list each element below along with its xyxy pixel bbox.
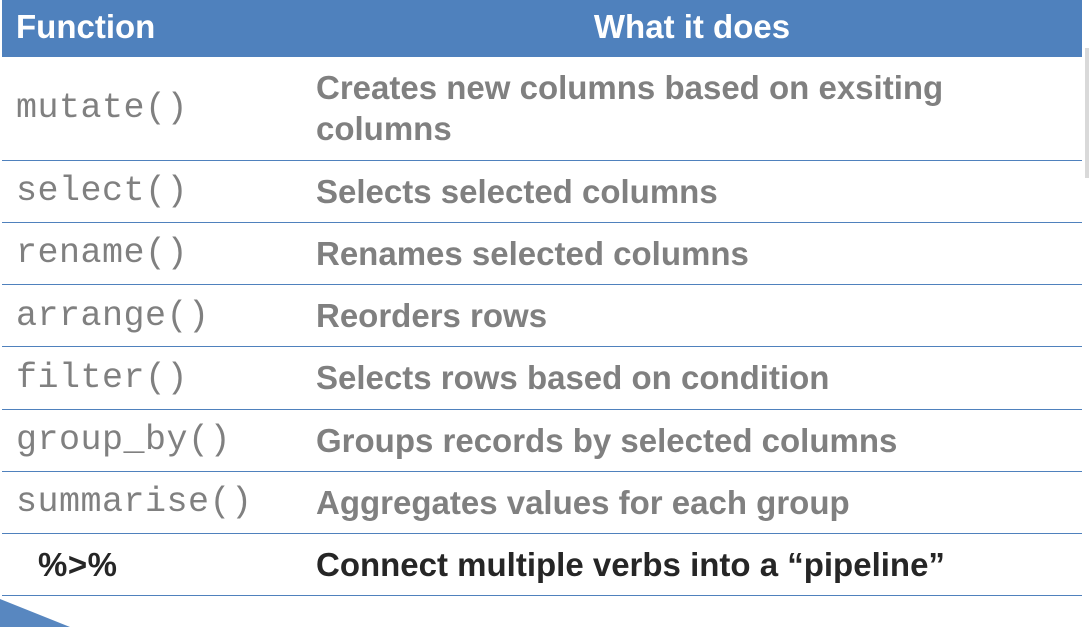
table-row: summarise() Aggregates values for each g… <box>2 471 1082 533</box>
function-desc: Creates new columns based on exsiting co… <box>302 57 1082 161</box>
function-name: mutate() <box>2 57 302 161</box>
function-name: rename() <box>2 222 302 284</box>
slide-container: Function What it does mutate() Creates n… <box>0 0 1089 627</box>
table-row: filter() Selects rows based on condition <box>2 347 1082 409</box>
functions-table: Function What it does mutate() Creates n… <box>2 0 1082 596</box>
function-desc: Selects selected columns <box>302 160 1082 222</box>
function-desc: Selects rows based on condition <box>302 347 1082 409</box>
table-header-row: Function What it does <box>2 0 1082 57</box>
table-row: mutate() Creates new columns based on ex… <box>2 57 1082 161</box>
function-desc: Aggregates values for each group <box>302 471 1082 533</box>
table-row: group_by() Groups records by selected co… <box>2 409 1082 471</box>
pipe-desc: Connect multiple verbs into a “pipeline” <box>302 534 1082 596</box>
right-edge-shadow <box>1085 48 1089 178</box>
function-name: group_by() <box>2 409 302 471</box>
table-row: arrange() Reorders rows <box>2 285 1082 347</box>
function-name: summarise() <box>2 471 302 533</box>
header-function: Function <box>2 0 302 57</box>
function-name: arrange() <box>2 285 302 347</box>
table-row-pipe: %>% Connect multiple verbs into a “pipel… <box>2 534 1082 596</box>
pipe-operator: %>% <box>2 534 302 596</box>
function-name: filter() <box>2 347 302 409</box>
header-description: What it does <box>302 0 1082 57</box>
function-desc: Renames selected columns <box>302 222 1082 284</box>
table-row: rename() Renames selected columns <box>2 222 1082 284</box>
function-name: select() <box>2 160 302 222</box>
function-desc: Reorders rows <box>302 285 1082 347</box>
corner-accent <box>0 599 70 627</box>
table-row: select() Selects selected columns <box>2 160 1082 222</box>
function-desc: Groups records by selected columns <box>302 409 1082 471</box>
